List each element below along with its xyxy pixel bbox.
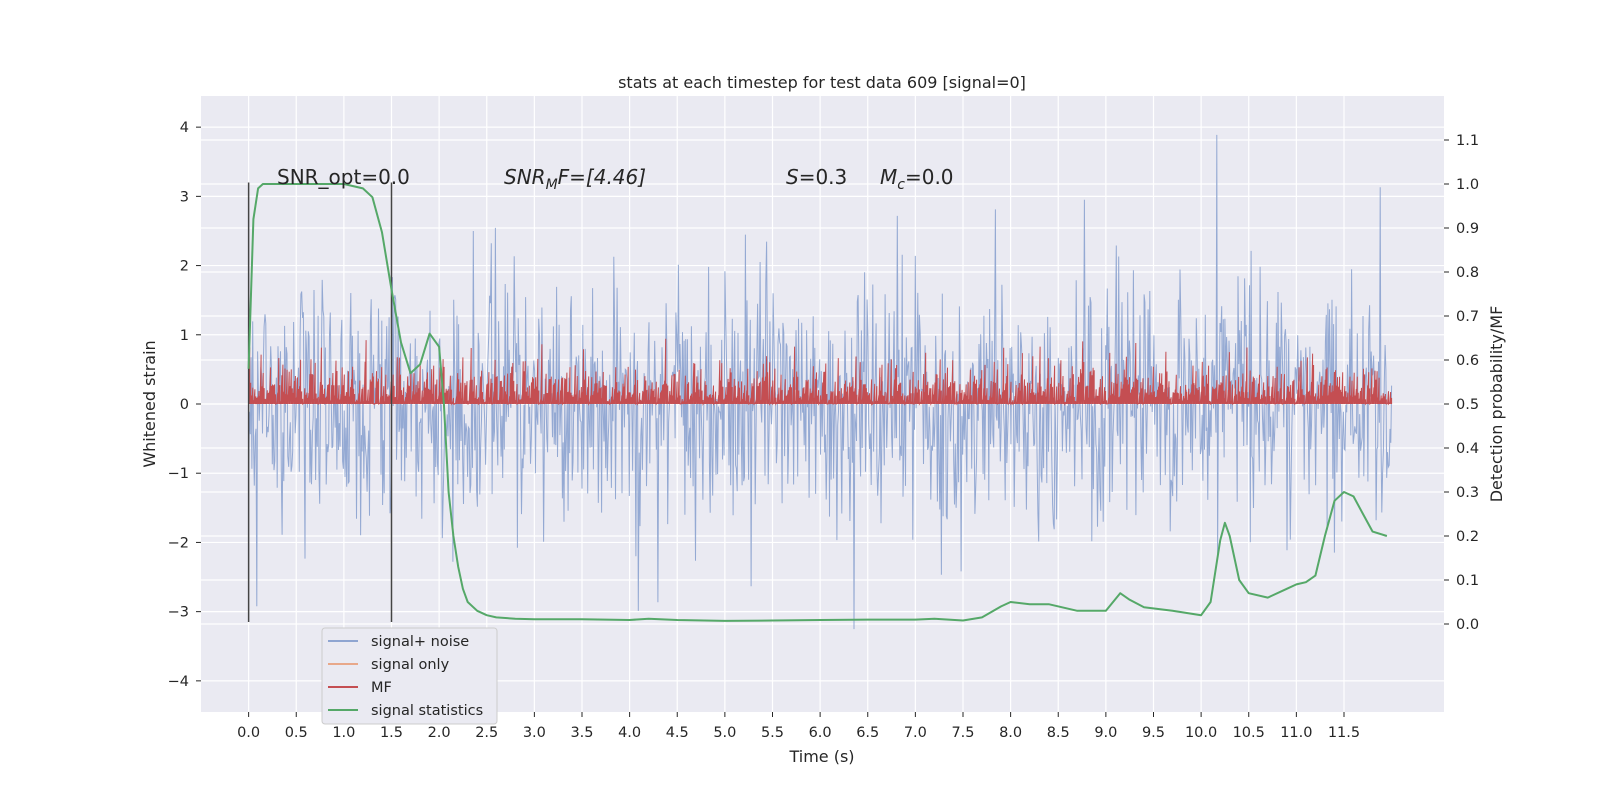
y-right-tick-label: 1.1 — [1456, 133, 1479, 149]
x-tick-label: 6.5 — [856, 725, 879, 741]
legend-label-signal-only: signal only — [371, 657, 450, 673]
legend-label-signal-noise: signal+ noise — [371, 634, 469, 650]
y-right-tick-label: 0.1 — [1456, 573, 1479, 589]
y-left-tick-label: −4 — [168, 674, 189, 690]
y-right-tick-label: 0.5 — [1456, 397, 1479, 413]
x-tick-label: 3.0 — [523, 725, 546, 741]
y-right-tick-label: 0.0 — [1456, 617, 1479, 633]
y-right-tick-label: 1.0 — [1456, 177, 1479, 193]
y-right-tick-label: 0.6 — [1456, 353, 1479, 369]
series-signal-statistics — [247, 183, 1388, 622]
y-right-tick-label: 0.9 — [1456, 221, 1479, 237]
chart-title: stats at each timestep for test data 609… — [618, 73, 1026, 92]
y-left-tick-label: 0 — [180, 397, 189, 413]
legend-box — [321, 627, 498, 725]
annotation-mc: Mc=0.0 — [880, 165, 954, 193]
x-tick-label: 2.0 — [428, 725, 451, 741]
x-tick-label: 5.0 — [713, 725, 736, 741]
legend-label-mf: MF — [371, 680, 392, 696]
x-tick-label: 10.5 — [1233, 725, 1265, 741]
mc-value: =0.0 — [905, 165, 954, 189]
vertical-markers — [247, 182, 393, 623]
legend-label-signal-statistics: signal statistics — [371, 703, 483, 719]
x-tick-label: 8.5 — [1047, 725, 1070, 741]
snr-mf-subscript: M — [546, 177, 558, 193]
series-signal-noise — [248, 134, 1393, 630]
snr-mf-label: SNR — [504, 165, 546, 189]
x-tick-label: 11.0 — [1280, 725, 1312, 741]
x-tick-label: 6.0 — [809, 725, 832, 741]
x-tick-label: 1.0 — [332, 725, 355, 741]
x-tick-label: 7.0 — [904, 725, 927, 741]
y-axis-left-ticks: −4 −3 −2 −1 0 1 2 3 4 — [168, 120, 201, 690]
annotation-snr-mf: SNRMF=[4.46] — [504, 165, 646, 193]
legend: signal+ noise signal only MF signal stat… — [321, 627, 498, 725]
y-right-tick-label: 0.8 — [1456, 265, 1479, 281]
series-mf — [248, 338, 1393, 406]
line-mf — [248, 338, 1393, 406]
line-signal-noise — [248, 134, 1393, 630]
x-tick-label: 8.0 — [999, 725, 1022, 741]
x-tick-label: 4.5 — [666, 725, 689, 741]
x-tick-label: 5.5 — [761, 725, 784, 741]
x-tick-label: 7.5 — [951, 725, 974, 741]
y-left-tick-label: 1 — [180, 328, 189, 344]
snr-mf-value: F=[4.46] — [558, 165, 646, 189]
x-tick-label: 1.5 — [380, 725, 403, 741]
y-right-tick-label: 0.4 — [1456, 441, 1479, 457]
y-axis-left-label: Whitened strain — [140, 340, 159, 467]
y-right-tick-label: 0.7 — [1456, 309, 1479, 325]
y-left-tick-label: −3 — [168, 605, 189, 621]
mc-label: M — [880, 165, 897, 189]
y-left-tick-label: 4 — [180, 120, 189, 136]
x-tick-label: 9.0 — [1094, 725, 1117, 741]
x-axis-label: Time (s) — [788, 747, 854, 766]
y-right-tick-label: 0.3 — [1456, 485, 1479, 501]
x-tick-label: 4.0 — [618, 725, 641, 741]
s-value: =0.3 — [799, 165, 848, 189]
annotation-s: S=0.3 — [786, 165, 847, 189]
x-tick-label: 10.0 — [1185, 725, 1217, 741]
x-tick-label: 0.5 — [285, 725, 308, 741]
y-left-tick-label: −1 — [168, 466, 189, 482]
x-tick-label: 2.5 — [475, 725, 498, 741]
x-tick-label: 0.0 — [237, 725, 260, 741]
mc-subscript: c — [897, 177, 905, 193]
x-tick-label: 11.5 — [1328, 725, 1360, 741]
s-label: S — [786, 165, 799, 189]
y-axis-right-ticks: 0.0 0.1 0.2 0.3 0.4 0.5 0.6 0.7 0.8 0.9 1.0 1.1 — [1444, 133, 1479, 633]
y-left-tick-label: −2 — [168, 535, 189, 551]
y-left-tick-label: 3 — [180, 189, 189, 205]
x-tick-label: 3.5 — [570, 725, 593, 741]
x-axis-ticks: 0.0 0.5 1.0 1.5 2.0 2.5 3.0 3.5 4.0 4.5 5.0 5.5 6.0 6… — [237, 712, 1360, 741]
annotation-snr-opt: SNR_opt=0.0 — [277, 165, 410, 189]
y-left-tick-label: 2 — [180, 259, 189, 275]
x-tick-label: 9.5 — [1142, 725, 1165, 741]
y-right-tick-label: 0.2 — [1456, 529, 1479, 545]
line-signal-statistics — [247, 183, 1388, 622]
y-axis-right-label: Detection probability/MF — [1487, 306, 1506, 503]
